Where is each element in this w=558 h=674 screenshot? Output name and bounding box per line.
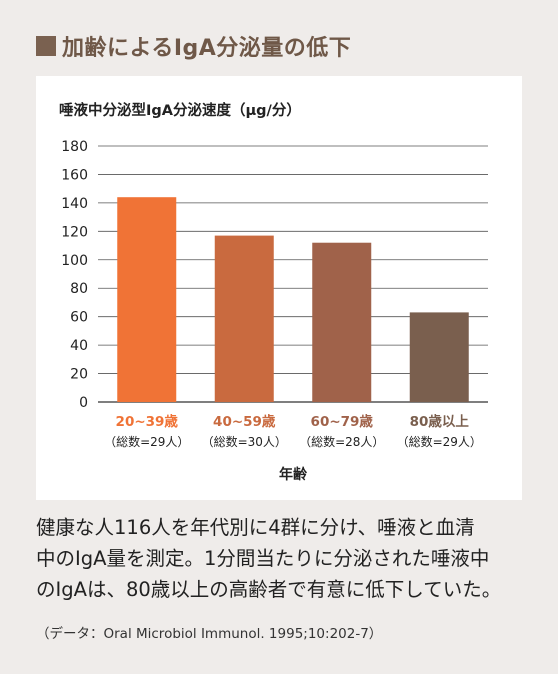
y-tick-label: 20: [70, 367, 88, 383]
y-tick-label: 40: [70, 338, 88, 354]
category-sublabel: （総数=30人）: [202, 434, 287, 449]
caption: 健康な人116人を年代別に4群に分け、唾液と血清 中のIgA量を測定。1分間当た…: [36, 512, 536, 605]
category-label: 60~79歳: [311, 413, 374, 430]
category-sublabel: （総数=29人）: [397, 434, 482, 449]
category-sublabel: （総数=28人）: [299, 434, 384, 449]
category-label: 40~59歳: [213, 413, 276, 430]
y-tick-label: 80: [70, 281, 88, 297]
heading-square-icon: [36, 36, 56, 56]
bar-chart: 0 20 40 60 80 100 120 140 160 180 20~39歳 （総数=29人） 40…: [61, 139, 488, 483]
caption-line: 中のIgA量を測定。1分間当たりに分泌された唾液中: [36, 547, 490, 570]
section-title: 加齢によるIgA分泌量の低下: [62, 36, 352, 61]
section-heading: 加齢によるIgA分泌量の低下: [36, 26, 351, 66]
chart-title: 唾液中分泌型IgA分泌速度（μg/分）: [59, 103, 301, 119]
bar: [117, 197, 177, 402]
x-axis-label: 年齢: [279, 466, 308, 483]
bar: [214, 235, 274, 402]
y-tick-label: 140: [61, 196, 88, 212]
bar: [312, 242, 372, 402]
y-tick-label: 0: [79, 395, 88, 411]
y-tick-label: 120: [61, 224, 88, 240]
y-tick-label: 180: [61, 139, 88, 155]
caption-line: のIgAは、80歳以上の高齢者で有意に低下していた。: [36, 578, 502, 601]
y-tick-label: 60: [70, 310, 88, 326]
caption-line: 健康な人116人を年代別に4群に分け、唾液と血清: [36, 516, 475, 539]
bar: [409, 312, 469, 402]
y-tick-label: 160: [61, 167, 88, 183]
category-sublabel: （総数=29人）: [104, 434, 189, 449]
chart-card: 唾液中分泌型IgA分泌速度（μg/分） 0 20 40 60 80 100 120 140 16…: [36, 76, 522, 500]
y-tick-label: 100: [61, 253, 88, 269]
category-label: 80歳以上: [410, 413, 470, 430]
source-note: （データ：Oral Microbiol Immunol. 1995;10:202…: [36, 626, 383, 642]
category-label: 20~39歳: [116, 413, 179, 430]
